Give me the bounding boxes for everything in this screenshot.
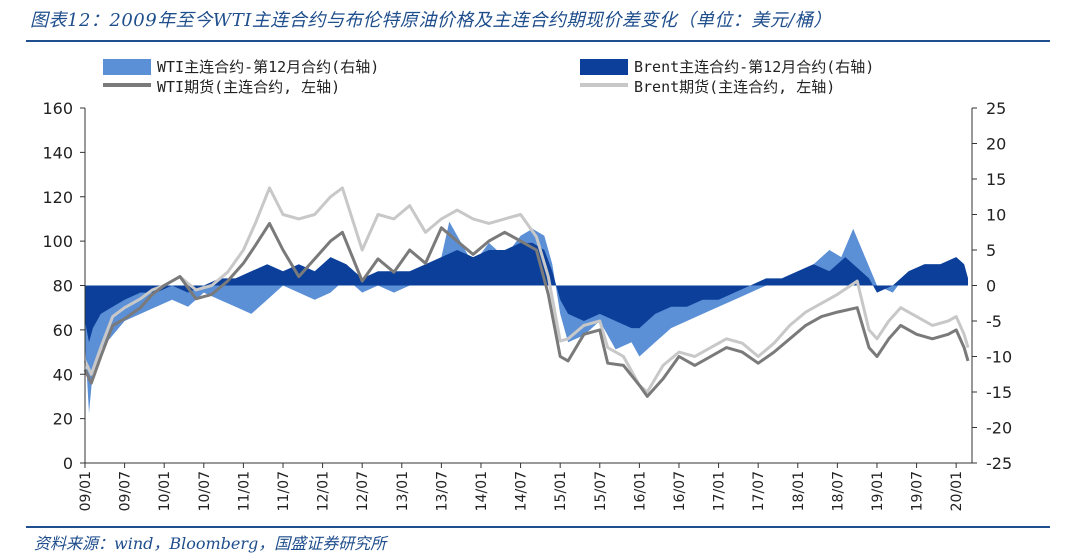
x-tick-label: 17/01 xyxy=(712,471,728,511)
y-right-tick-label: 10 xyxy=(986,206,1006,225)
x-tick-label: 09/01 xyxy=(78,471,94,511)
legend-swatch-brent_spread xyxy=(580,59,628,75)
line-brent_price xyxy=(83,186,970,394)
x-tick-label: 15/07 xyxy=(593,471,609,511)
x-tick-label: 18/01 xyxy=(791,471,807,511)
y-right-tick-label: 25 xyxy=(986,99,1006,118)
x-tick-label: 16/07 xyxy=(672,471,688,511)
y-left-tick-label: 160 xyxy=(42,99,73,118)
y-right-tick-label: -15 xyxy=(986,383,1012,402)
y-left-tick-label: 140 xyxy=(42,143,73,162)
y-right-tick-label: 5 xyxy=(986,241,996,260)
x-tick-label: 14/07 xyxy=(514,471,530,511)
y-right-tick-label: 20 xyxy=(986,135,1006,154)
y-right-tick-label: -5 xyxy=(986,312,1002,331)
legend-label-brent_spread: Brent主连合约-第12月合约(右轴) xyxy=(634,58,874,76)
chart-title: 图表12：2009年至今WTI主连合约与布伦特原油价格及主连合约期现价差变化（单… xyxy=(30,10,832,31)
price-lines xyxy=(83,186,970,398)
y-left-tick-label: 100 xyxy=(42,232,73,251)
legend-label-brent_price: Brent期货(主连合约, 左轴) xyxy=(634,78,835,96)
legend-label-wti_spread: WTI主连合约-第12月合约(右轴) xyxy=(157,58,379,76)
y-left-tick-label: 40 xyxy=(53,365,73,384)
line-wti_price xyxy=(83,221,970,398)
axes: 0 20 40 60 80 100 120 140 160 -25 -20 -15 -10 -5 0 5 10 1… xyxy=(42,99,1012,511)
y-right-tick-label: 0 xyxy=(986,277,996,296)
x-tick-label: 13/07 xyxy=(434,471,450,511)
y-left-tick-label: 60 xyxy=(53,321,73,340)
x-tick-label: 14/01 xyxy=(474,471,490,511)
x-tick-label: 09/07 xyxy=(118,471,134,511)
x-tick-label: 16/01 xyxy=(632,471,648,511)
x-tick-label: 15/01 xyxy=(553,471,569,511)
y-right-tick-label: -20 xyxy=(986,419,1012,438)
x-tick-label: 11/07 xyxy=(276,471,292,511)
spread-areas xyxy=(85,221,968,414)
y-right-tick-label: -10 xyxy=(986,348,1012,367)
x-tick-label: 12/07 xyxy=(355,471,371,511)
x-tick-label: 10/01 xyxy=(157,471,173,511)
legend-label-wti_price: WTI期货(主连合约, 左轴) xyxy=(157,78,340,96)
y-left-tick-label: 20 xyxy=(53,410,73,429)
y-left-tick-label: 0 xyxy=(63,454,73,473)
x-tick-label: 19/01 xyxy=(870,471,886,511)
legend: WTI主连合约-第12月合约(右轴) Brent主连合约-第12月合约(右轴) WT… xyxy=(103,58,874,96)
x-tick-label: 11/01 xyxy=(236,471,252,511)
source-note: 资料来源：wind，Bloomberg，国盛证券研究所 xyxy=(34,534,387,553)
x-tick-label: 18/07 xyxy=(830,471,846,511)
x-tick-label: 12/01 xyxy=(316,471,332,511)
bottom-rule xyxy=(26,526,1050,528)
legend-swatch-wti_spread xyxy=(103,59,151,75)
x-tick-label: 17/07 xyxy=(751,471,767,511)
top-rule xyxy=(26,40,1050,42)
y-right-tick-label: -25 xyxy=(986,454,1012,473)
x-tick-label: 20/01 xyxy=(949,471,965,511)
x-tick-label: 19/07 xyxy=(910,471,926,511)
y-right-tick-label: 15 xyxy=(986,170,1006,189)
y-left-tick-label: 120 xyxy=(42,188,73,207)
y-left-tick-label: 80 xyxy=(53,277,73,296)
x-tick-label: 13/01 xyxy=(395,471,411,511)
x-tick-label: 10/07 xyxy=(197,471,213,511)
